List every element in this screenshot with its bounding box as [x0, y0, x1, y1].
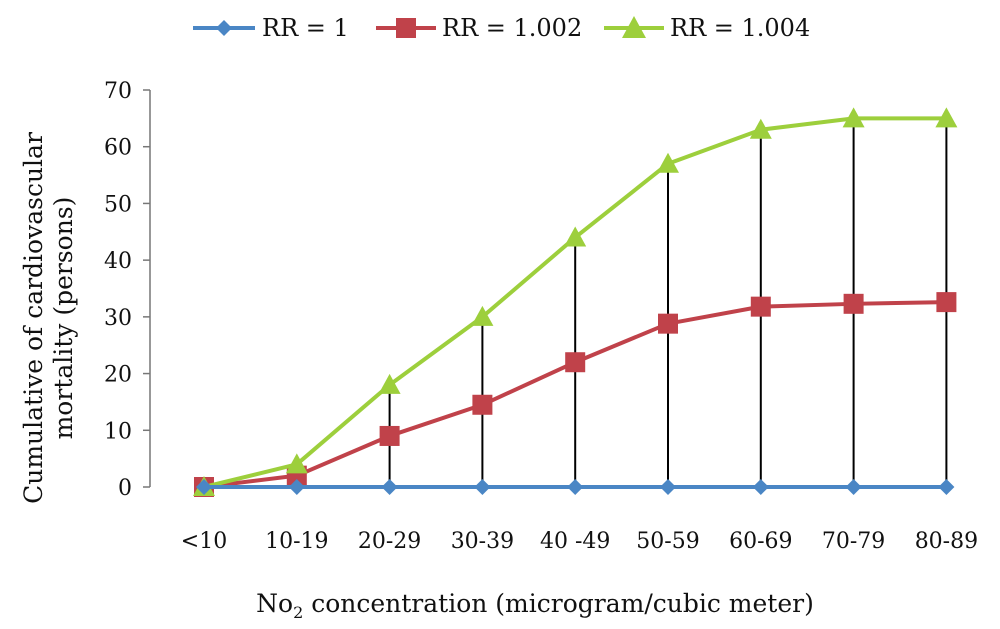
- legend-item-rr1002: RR = 1.002: [376, 14, 582, 42]
- data-point-diamond: [845, 479, 862, 495]
- legend-label-rr1: RR = 1: [262, 14, 349, 42]
- x-tick-label: 30-39: [451, 529, 514, 554]
- y-tick-label: 20: [104, 363, 132, 388]
- x-tick-label: 20-29: [358, 529, 421, 554]
- data-point-triangle: [749, 118, 772, 139]
- series-triangle: [193, 107, 958, 496]
- y-tick-label: 50: [104, 192, 132, 217]
- x-axis: <10 10-19 20-29 30-39 40 -49 50-59 60-69 70-79 8…: [181, 529, 978, 554]
- x-axis-title-subscript: 2: [293, 603, 303, 622]
- data-point-square: [379, 425, 400, 446]
- y-axis: 0 10 20 30 40 50 60 70: [104, 79, 151, 501]
- data-point-triangle: [842, 107, 865, 128]
- legend-item-rr1004: RR = 1.004: [604, 14, 810, 42]
- data-point-diamond: [752, 479, 769, 495]
- data-point-triangle: [285, 453, 308, 474]
- y-tick-label: 40: [104, 249, 132, 274]
- data-point-triangle: [564, 226, 587, 247]
- x-tick-label: 80-89: [915, 529, 978, 554]
- data-point-square: [472, 394, 493, 415]
- legend-triangle-marker: [622, 16, 646, 38]
- data-point-square: [565, 352, 586, 373]
- y-tick-label: 60: [104, 136, 132, 161]
- data-point-square: [750, 296, 771, 317]
- legend-item-rr1: RR = 1: [193, 14, 349, 42]
- x-axis-title-suffix: concentration (microgram/cubic meter): [303, 589, 814, 618]
- legend-label-rr1004: RR = 1.004: [670, 14, 810, 42]
- data-point-square: [658, 313, 678, 334]
- data-point-diamond: [938, 479, 955, 495]
- legend-label-rr1002: RR = 1.002: [442, 14, 582, 42]
- x-tick-label: 70-79: [822, 529, 885, 554]
- x-tick-label: 40 -49: [540, 529, 610, 554]
- data-point-triangle: [471, 305, 494, 326]
- x-tick-label: <10: [181, 529, 227, 554]
- legend: RR = 1 RR = 1.002 RR = 1.004: [193, 14, 810, 42]
- y-tick-label: 70: [104, 79, 132, 104]
- y-tick-label: 30: [104, 306, 132, 331]
- data-point-square: [936, 292, 957, 313]
- data-point-diamond: [288, 479, 305, 495]
- data-point-diamond: [196, 479, 212, 495]
- data-point-diamond: [567, 479, 584, 495]
- y-axis-title-line2: mortality (persons): [49, 197, 78, 440]
- y-tick-label: 0: [118, 476, 132, 501]
- x-axis-title: No2 concentration (microgram/cubic meter…: [256, 589, 814, 622]
- data-point-diamond: [660, 479, 676, 495]
- y-tick-label: 10: [104, 419, 132, 444]
- data-point-triangle: [935, 107, 958, 128]
- x-tick-label: 50-59: [636, 529, 699, 554]
- y-axis-title-line1: Cumulative of cardiovascular: [19, 132, 48, 504]
- legend-square-marker: [396, 18, 416, 38]
- x-axis-title-prefix: No: [256, 589, 293, 618]
- x-tick-label: 10-19: [265, 529, 328, 554]
- legend-diamond-marker: [216, 20, 232, 36]
- data-point-triangle: [657, 152, 679, 173]
- data-point-triangle: [378, 373, 401, 394]
- data-point-diamond: [381, 479, 398, 495]
- data-point-square: [843, 293, 864, 314]
- y-axis-title: Cumulative of cardiovascular mortality (…: [19, 132, 78, 504]
- series-diamond: [196, 479, 955, 495]
- series-layer: [193, 107, 958, 497]
- x-tick-label: 60-69: [729, 529, 792, 554]
- data-point-diamond: [474, 479, 491, 495]
